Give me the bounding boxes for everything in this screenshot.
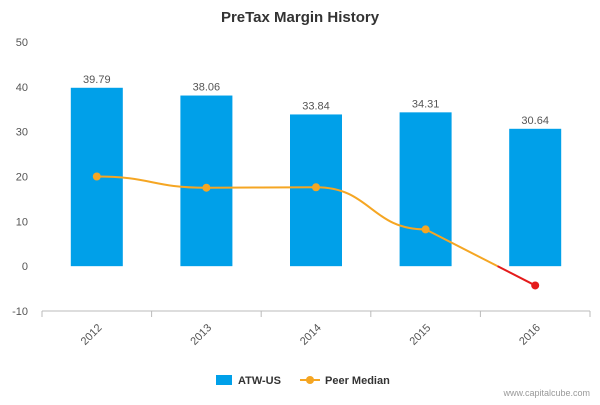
- bar-series: 39.79 38.06 33.84 34.31 30.64: [70, 74, 562, 267]
- bar-data-label: 33.84: [302, 100, 330, 112]
- y-tick-label: 10: [16, 216, 28, 228]
- y-tick-label: 50: [16, 37, 28, 49]
- bar: [180, 95, 233, 267]
- y-tick-label: 20: [16, 172, 28, 184]
- peer-median-point: [421, 225, 430, 234]
- chart-title: PreTax Margin History: [221, 9, 380, 26]
- bar: [509, 128, 562, 267]
- legend: ATW-US Peer Median: [216, 375, 390, 387]
- peer-median-line: [96, 175, 426, 231]
- y-tick-label: 0: [22, 261, 28, 273]
- peer-median-point: [92, 172, 101, 181]
- legend-bar-swatch: [216, 375, 232, 385]
- x-axis: 2012 2013 2014 2015 2016: [41, 310, 591, 348]
- bar-data-label: 38.06: [193, 82, 221, 94]
- bar: [399, 112, 452, 267]
- x-tick-label: 2013: [188, 322, 214, 348]
- x-tick-label: 2016: [517, 322, 543, 348]
- bar-data-label: 34.31: [412, 98, 440, 110]
- peer-median-line-segment: [425, 228, 498, 268]
- bar-data-label: 30.64: [521, 115, 549, 127]
- y-tick-label: 30: [16, 127, 28, 139]
- peer-median-negative-segment: [497, 265, 536, 287]
- bar-data-label: 39.79: [83, 74, 111, 86]
- y-tick-label: -10: [12, 306, 28, 318]
- source-credit: www.capitalcube.com: [502, 388, 590, 398]
- line-series: [92, 172, 540, 290]
- y-axis: -10 0 10 20 30 40 50: [12, 37, 28, 318]
- peer-median-point: [531, 281, 540, 290]
- y-tick-label: 40: [16, 82, 28, 94]
- legend-line-label: Peer Median: [325, 375, 390, 387]
- peer-median-point: [202, 183, 211, 192]
- x-tick-label: 2012: [79, 322, 105, 348]
- peer-median-point: [312, 183, 320, 192]
- x-tick-label: 2014: [298, 322, 324, 348]
- legend-line-marker: [306, 376, 314, 384]
- x-tick-label: 2015: [408, 322, 434, 348]
- legend-bar-label: ATW-US: [238, 375, 281, 387]
